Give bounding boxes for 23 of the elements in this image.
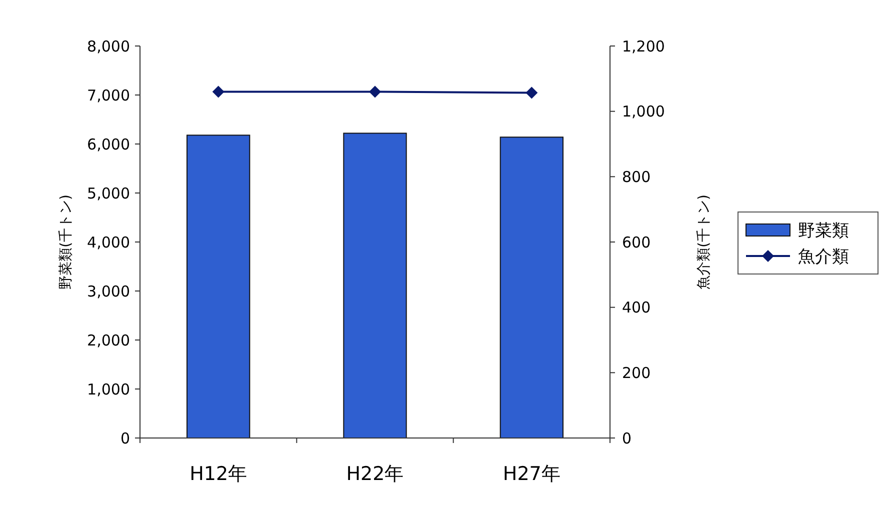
y2-tick-label: 600 xyxy=(622,233,651,252)
y2-tick-label: 400 xyxy=(622,298,651,317)
y-tick-label: 3,000 xyxy=(87,282,130,300)
legend-label: 野菜類 xyxy=(798,220,849,241)
y2-tick-label: 0 xyxy=(622,429,632,448)
y2-tick-label: 1,200 xyxy=(622,37,665,56)
x-tick-label: H27年 xyxy=(502,463,560,485)
legend-label: 魚介類 xyxy=(798,246,849,267)
y2-tick-label: 1,000 xyxy=(622,102,665,121)
y2-tick-label: 200 xyxy=(622,364,651,382)
y-tick-label: 4,000 xyxy=(87,233,130,252)
y-tick-label: 5,000 xyxy=(87,184,130,202)
y-tick-label: 6,000 xyxy=(87,135,130,154)
y-tick-label: 2,000 xyxy=(87,331,130,350)
y-tick-label: 1,000 xyxy=(87,380,130,398)
x-tick-label: H22年 xyxy=(346,463,404,485)
y-tick-label: 7,000 xyxy=(87,86,130,104)
y-axis-title: 野菜類(千トン) xyxy=(58,194,74,290)
y-tick-label: 0 xyxy=(120,429,130,448)
y2-tick-label: 800 xyxy=(622,168,651,186)
y-tick-label: 8,000 xyxy=(87,37,130,56)
y2-axis-title: 魚介類(千トン) xyxy=(696,194,712,290)
x-tick-label: H12年 xyxy=(190,463,248,485)
